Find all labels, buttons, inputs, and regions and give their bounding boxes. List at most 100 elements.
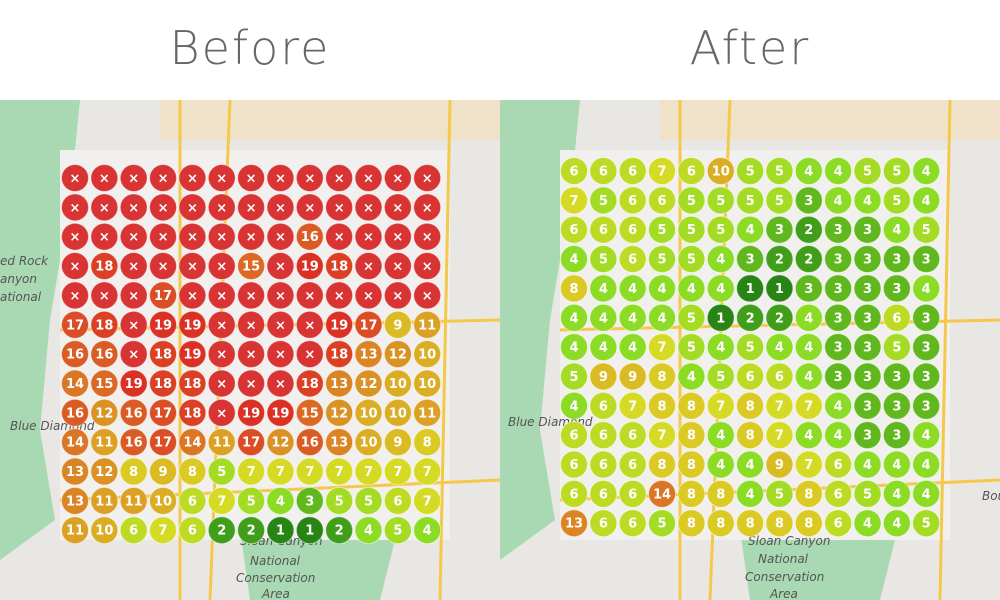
- rank-label: ×: [304, 201, 315, 216]
- rank-label: 9: [599, 370, 608, 385]
- rank-circle: [61, 340, 89, 369]
- rank-circle: [706, 215, 735, 244]
- rank-label: 4: [599, 311, 608, 326]
- rank-circle: [589, 274, 618, 303]
- rank-circle: [295, 516, 324, 545]
- rank-label: 7: [335, 465, 344, 480]
- rank-label: 11: [125, 494, 143, 509]
- rank-circle: [912, 274, 941, 303]
- rank-circle: [295, 457, 324, 486]
- rank-circle: [736, 333, 765, 362]
- rank-circle: [237, 428, 266, 457]
- rank-circle: [295, 310, 324, 339]
- rank-label: 4: [716, 458, 725, 473]
- rank-label: ×: [275, 289, 286, 304]
- rank-circle: [824, 157, 853, 185]
- rank-label: 6: [599, 223, 608, 238]
- rank-label: 5: [217, 465, 226, 480]
- rank-label: 5: [922, 223, 931, 238]
- rank-label: ×: [70, 201, 81, 216]
- rank-label: 5: [364, 494, 373, 509]
- rank-circle: [706, 479, 735, 508]
- rank-circle: [178, 340, 207, 369]
- rank-circle: [853, 333, 882, 362]
- rank-circle: [237, 340, 266, 369]
- rank-label: 3: [834, 311, 843, 326]
- rank-label: 13: [66, 494, 84, 509]
- rank-circle: [618, 333, 647, 362]
- rank-circle: [648, 362, 677, 391]
- rank-label: 5: [863, 487, 872, 502]
- rank-circle: [90, 398, 119, 427]
- rank-label: 5: [863, 165, 872, 180]
- rank-circle: [413, 369, 442, 398]
- rank-label: 3: [922, 311, 931, 326]
- rank-circle: [706, 157, 735, 185]
- rank-label: 4: [364, 524, 373, 539]
- rank-circle: [589, 333, 618, 362]
- rank-circle: [824, 509, 853, 538]
- rank-circle: [677, 274, 706, 303]
- rank-label: 4: [569, 399, 578, 414]
- rank-circle: [383, 369, 412, 398]
- rank-label: 8: [804, 487, 813, 502]
- map-label: National: [758, 552, 809, 566]
- rank-label: 4: [569, 311, 578, 326]
- rank-label: 3: [834, 370, 843, 385]
- rank-circle: [237, 281, 266, 310]
- rank-label: 12: [95, 465, 113, 480]
- rank-circle: [736, 391, 765, 420]
- rank-label: ×: [246, 172, 257, 187]
- rank-circle: [149, 369, 178, 398]
- rank-circle: [295, 281, 324, 310]
- rank-circle: [882, 450, 911, 479]
- rank-circle: [794, 450, 823, 479]
- rank-label: 11: [213, 436, 231, 451]
- rank-circle: [677, 450, 706, 479]
- rank-label: 4: [687, 282, 696, 297]
- rank-label: 6: [687, 165, 696, 180]
- rank-circle: [413, 486, 442, 515]
- rank-label: 6: [628, 429, 637, 444]
- rank-circle: [677, 157, 706, 185]
- rank-label: 13: [66, 465, 84, 480]
- rank-circle: [295, 340, 324, 369]
- rank-label: 4: [599, 282, 608, 297]
- map-desert: [660, 100, 1000, 140]
- rank-label: ×: [246, 377, 257, 392]
- rank-label: 1: [276, 524, 285, 539]
- rank-circle: [149, 398, 178, 427]
- rank-circle: [119, 398, 148, 427]
- rank-label: ×: [363, 289, 374, 304]
- map-label: Area: [769, 587, 798, 600]
- rank-circle: [149, 164, 178, 192]
- rank-circle: [912, 245, 941, 274]
- rank-circle: [90, 310, 119, 339]
- rank-circle: [325, 398, 354, 427]
- rank-label: 6: [628, 165, 637, 180]
- rank-circle: [119, 516, 148, 545]
- rank-circle: [413, 193, 442, 222]
- rank-circle: [383, 457, 412, 486]
- rank-circle: [325, 340, 354, 369]
- rank-label: 3: [892, 282, 901, 297]
- rank-label: 10: [389, 377, 407, 392]
- rank-circle: [618, 391, 647, 420]
- rank-label: 5: [393, 524, 402, 539]
- rank-label: 3: [834, 253, 843, 268]
- map-label: ational: [0, 290, 42, 304]
- rank-circle: [354, 281, 383, 310]
- rank-circle: [237, 222, 266, 251]
- rank-label: 5: [746, 194, 755, 209]
- rank-circle: [354, 369, 383, 398]
- rank-label: 6: [658, 194, 667, 209]
- rank-circle: [882, 333, 911, 362]
- rank-circle: [589, 391, 618, 420]
- rank-circle: [207, 222, 236, 251]
- rank-circle: [912, 215, 941, 244]
- rank-label: ×: [216, 406, 227, 421]
- rank-label: 7: [305, 465, 314, 480]
- rank-circle: [149, 457, 178, 486]
- rank-circle: [560, 450, 588, 479]
- rank-circle: [560, 215, 588, 244]
